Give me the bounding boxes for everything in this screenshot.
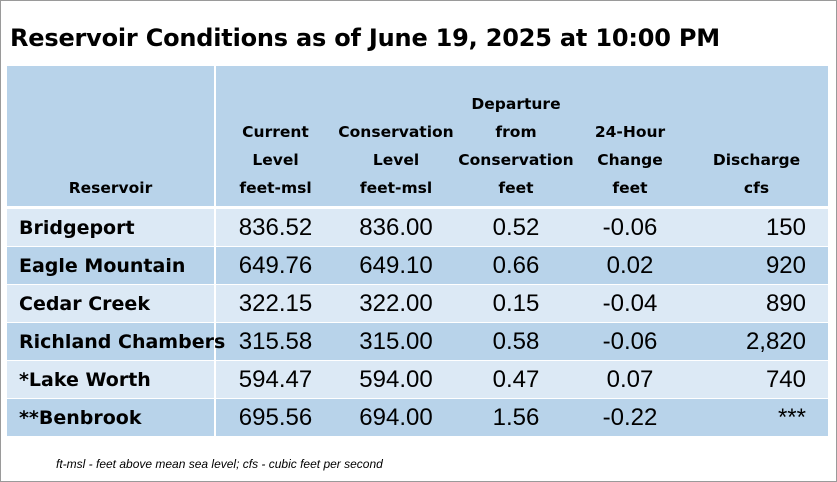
header-line: feet-msl	[359, 179, 433, 197]
reservoir-name: *Lake Worth	[7, 360, 216, 399]
header-line: Level	[252, 151, 299, 169]
table-row: Cedar Creek 322.15 322.00 0.15 -0.04 890	[7, 284, 828, 323]
header-line: 24-Hour	[594, 123, 666, 141]
conservation-level-cell: 594.00	[335, 360, 457, 399]
header-line: Level	[372, 151, 420, 169]
header-departure: Departure from Conservation feet	[457, 66, 575, 208]
header-line: cfs	[743, 179, 770, 197]
departure-cell: 1.56	[457, 398, 575, 436]
header-line: feet-msl	[239, 179, 312, 197]
current-level-cell: 649.76	[215, 246, 335, 285]
header-row: Reservoir Current Level feet-msl Conserv…	[7, 66, 828, 208]
header-24h-change: 24-Hour Change feet	[575, 66, 685, 208]
current-level-cell: 695.56	[215, 398, 335, 436]
header-line: feet	[612, 179, 648, 197]
reservoir-name: Richland Chambers	[7, 322, 225, 361]
discharge-cell: 2,820	[685, 322, 828, 361]
conservation-level-cell: 836.00	[335, 207, 457, 247]
conservation-level-cell: 322.00	[335, 284, 457, 323]
table-row: *Lake Worth 594.47 594.00 0.47 0.07 740	[7, 360, 828, 399]
header-line: from	[495, 123, 537, 141]
page-title: Reservoir Conditions as of June 19, 2025…	[10, 24, 720, 52]
change-cell: 0.07	[575, 360, 685, 399]
discharge-cell: 150	[685, 207, 828, 247]
change-cell: -0.04	[575, 284, 685, 323]
reservoir-name: Eagle Mountain	[7, 246, 216, 285]
discharge-cell: 740	[685, 360, 828, 399]
departure-cell: 0.66	[457, 246, 575, 285]
reservoir-name: **Benbrook	[7, 398, 216, 436]
reservoir-name: Cedar Creek	[7, 284, 216, 323]
reservoir-table: Reservoir Current Level feet-msl Conserv…	[7, 66, 828, 436]
departure-cell: 0.58	[457, 322, 575, 361]
departure-cell: 0.15	[457, 284, 575, 323]
header-line: Conservation	[338, 123, 454, 141]
current-level-cell: 836.52	[215, 207, 335, 247]
header-line: Change	[597, 151, 663, 169]
header-conservation-level: Conservation Level feet-msl	[335, 66, 457, 208]
header-reservoir: Reservoir	[7, 66, 216, 208]
header-line: Discharge	[712, 151, 801, 169]
change-cell: -0.22	[575, 398, 685, 436]
header-line: Current	[242, 123, 309, 141]
conservation-level-cell: 315.00	[335, 322, 457, 361]
table-row: **Benbrook 695.56 694.00 1.56 -0.22 ***	[7, 398, 828, 436]
header-discharge: Discharge cfs	[685, 66, 828, 208]
header-line: feet	[498, 179, 534, 197]
table-row: Eagle Mountain 649.76 649.10 0.66 0.02 9…	[7, 246, 828, 285]
change-cell: -0.06	[575, 322, 685, 361]
departure-cell: 0.52	[457, 207, 575, 247]
header-line: Departure	[471, 95, 561, 113]
header-line: Reservoir	[68, 179, 153, 197]
header-current-level: Current Level feet-msl	[215, 66, 335, 208]
change-cell: 0.02	[575, 246, 685, 285]
conservation-level-cell: 694.00	[335, 398, 457, 436]
table-row: Richland Chambers 315.58 315.00 0.58 -0.…	[7, 322, 828, 361]
discharge-cell: 890	[685, 284, 828, 323]
current-level-cell: 322.15	[215, 284, 335, 323]
discharge-cell: 920	[685, 246, 828, 285]
footnote: ft-msl - feet above mean sea level; cfs …	[56, 457, 383, 471]
table-row: Bridgeport 836.52 836.00 0.52 -0.06 150	[7, 207, 828, 247]
departure-cell: 0.47	[457, 360, 575, 399]
reservoir-name: Bridgeport	[7, 207, 216, 247]
header-line: Conservation	[458, 151, 574, 169]
change-cell: -0.06	[575, 207, 685, 247]
conservation-level-cell: 649.10	[335, 246, 457, 285]
current-level-cell: 594.47	[215, 360, 335, 399]
current-level-cell: 315.58	[215, 322, 335, 361]
discharge-cell: ***	[685, 398, 828, 436]
